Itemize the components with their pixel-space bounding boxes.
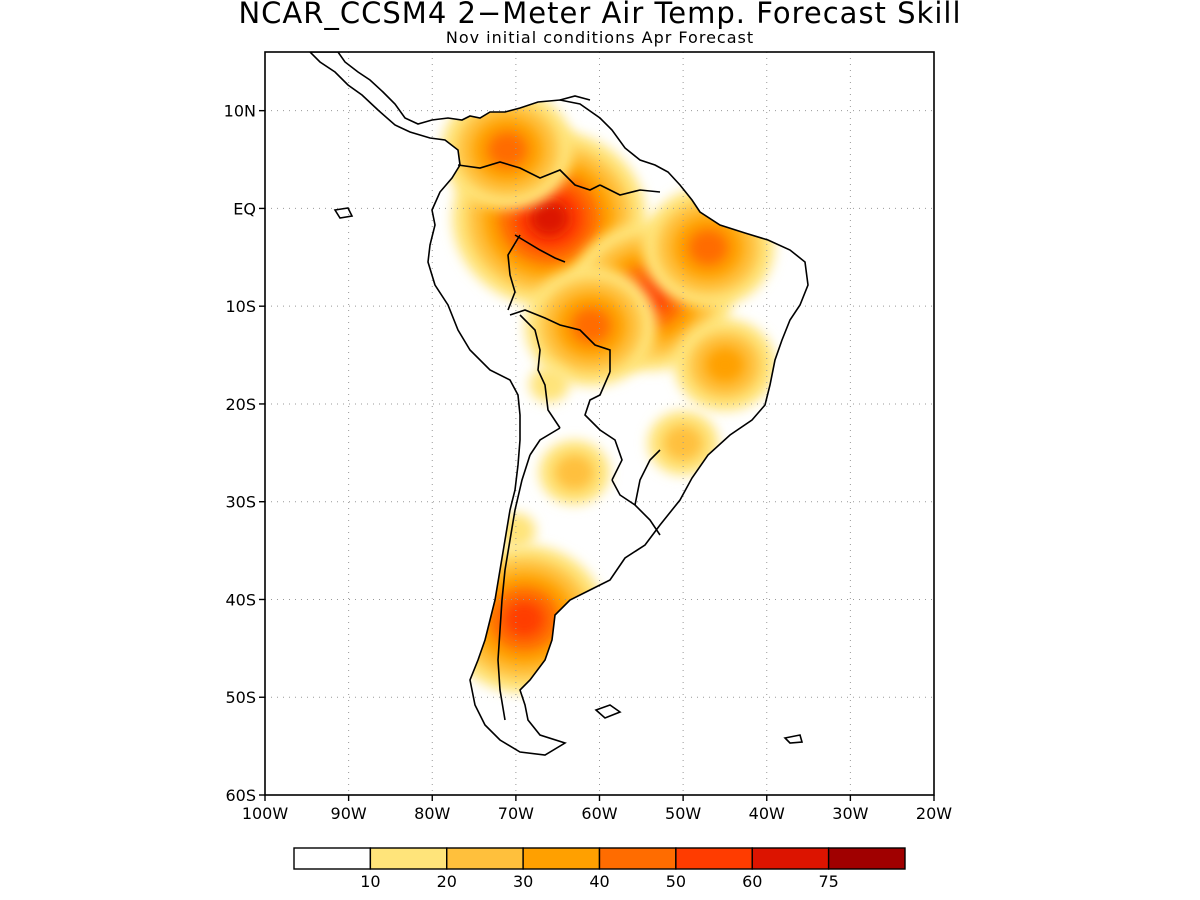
colorbar-swatch	[369, 847, 448, 870]
colorbar: 10 20 30 40 50 60 75	[293, 847, 906, 891]
colorbar-swatch	[446, 847, 524, 870]
skill-contour-northwest-amazon	[529, 200, 570, 237]
chart-title: NCAR_CCSM4 2−Meter Air Temp. Forecast Sk…	[238, 0, 962, 30]
lon-tick-label: 100W	[242, 804, 289, 823]
colorbar-swatch	[827, 847, 906, 870]
islands	[333, 95, 804, 744]
lon-tick-label: 40W	[749, 804, 785, 823]
skill-contour-patagonia-north	[504, 601, 545, 638]
skill-contour-chaco	[554, 454, 595, 491]
colorbar-swatch	[751, 847, 830, 870]
lon-tick-label: 60W	[581, 804, 617, 823]
colorbar-swatch	[293, 847, 372, 870]
skill-contour-minas-gerais	[705, 346, 745, 383]
colorbar-label: 20	[437, 872, 457, 891]
lon-tick-label: 90W	[331, 804, 367, 823]
colorbar-label: 50	[666, 872, 686, 891]
lat-tick-label: 50S	[225, 688, 256, 707]
lat-tick-label: 40S	[225, 590, 256, 609]
lon-tick-label: 50W	[665, 804, 701, 823]
lon-tick-label: 70W	[498, 804, 534, 823]
skill-fill-layer	[441, 89, 776, 694]
skill-contour-central-andes	[496, 513, 536, 550]
lat-tick-label: EQ	[233, 199, 256, 218]
lat-tick-label: 60S	[225, 786, 256, 805]
colorbar-swatch	[675, 847, 753, 870]
colorbar-label: 10	[360, 872, 380, 891]
lon-tick-label: 20W	[916, 804, 952, 823]
lat-tick-label: 20S	[225, 395, 256, 414]
colorbar-label: 30	[513, 872, 533, 891]
chart-subtitle: Nov initial conditions Apr Forecast	[445, 28, 755, 47]
lat-tick-label: 10S	[225, 297, 256, 316]
skill-contour-northeast-brazil	[688, 229, 729, 266]
colorbar-swatch	[522, 847, 601, 870]
lon-tick-label: 80W	[414, 804, 450, 823]
lon-tick-label: 30W	[832, 804, 868, 823]
lat-tick-label: 30S	[225, 493, 256, 512]
latitude-tick-labels: 10N EQ 10S 20S 30S 40S 50S 60S	[224, 102, 265, 805]
colorbar-swatch	[598, 847, 677, 870]
skill-contour-rondonia	[571, 307, 611, 344]
longitude-tick-labels: 100W 90W 80W 70W 60W 50W 40W 30W 20W	[242, 795, 952, 823]
skill-contour-colombia	[487, 131, 528, 168]
colorbar-label: 75	[818, 872, 838, 891]
colorbar-label: 40	[589, 872, 609, 891]
lat-tick-label: 10N	[224, 102, 256, 121]
country-borders	[457, 161, 661, 721]
skill-contour-altiplano	[529, 366, 570, 403]
colorbar-label: 60	[742, 872, 762, 891]
skill-contour-sao-paulo	[663, 425, 703, 462]
